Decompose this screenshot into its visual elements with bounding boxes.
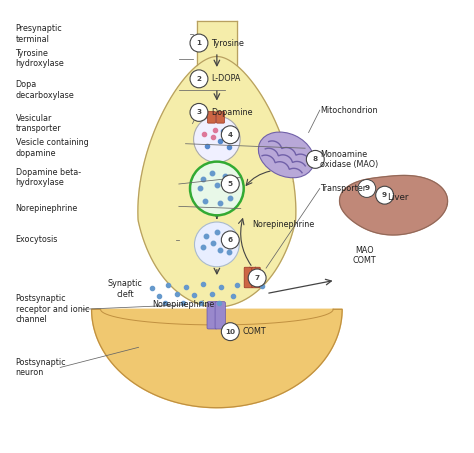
Text: Dopamine beta-
hydroxylase: Dopamine beta- hydroxylase xyxy=(16,168,81,187)
Circle shape xyxy=(248,269,266,287)
Circle shape xyxy=(221,231,239,249)
Text: Vesicle containing
dopamine: Vesicle containing dopamine xyxy=(16,139,88,158)
Text: Tyrosine: Tyrosine xyxy=(211,39,244,48)
Text: Norepinephrine: Norepinephrine xyxy=(16,204,78,213)
FancyBboxPatch shape xyxy=(244,267,253,288)
Text: Transporter: Transporter xyxy=(320,184,366,193)
Circle shape xyxy=(190,70,208,88)
Circle shape xyxy=(193,116,240,163)
Polygon shape xyxy=(197,21,237,65)
Circle shape xyxy=(306,150,324,169)
Circle shape xyxy=(221,126,239,144)
Text: 8: 8 xyxy=(313,156,318,162)
Circle shape xyxy=(358,179,376,198)
Text: Norepinephrine: Norepinephrine xyxy=(253,220,315,229)
Text: Norepinephrine: Norepinephrine xyxy=(152,300,214,309)
Text: 3: 3 xyxy=(196,110,201,116)
Circle shape xyxy=(190,103,208,121)
Text: 1: 1 xyxy=(196,40,201,46)
Text: Monoamine
oxidase (MAO): Monoamine oxidase (MAO) xyxy=(320,149,378,169)
Text: Postsynaptic
neuron: Postsynaptic neuron xyxy=(16,358,66,377)
Text: 10: 10 xyxy=(225,328,235,335)
Polygon shape xyxy=(138,57,296,307)
Text: L-DOPA: L-DOPA xyxy=(211,74,240,83)
Ellipse shape xyxy=(258,132,314,178)
Text: Exocytosis: Exocytosis xyxy=(16,236,58,245)
Text: Postsynaptic
receptor and ionic
channel: Postsynaptic receptor and ionic channel xyxy=(16,294,89,324)
FancyBboxPatch shape xyxy=(217,111,225,123)
Text: COMT: COMT xyxy=(242,327,266,336)
FancyBboxPatch shape xyxy=(215,302,225,329)
Circle shape xyxy=(190,162,244,215)
Text: Dopa
decarboxylase: Dopa decarboxylase xyxy=(16,80,74,100)
Text: Liver: Liver xyxy=(387,193,409,202)
Polygon shape xyxy=(339,175,447,235)
Text: 9: 9 xyxy=(382,192,387,198)
Circle shape xyxy=(221,175,239,193)
FancyBboxPatch shape xyxy=(208,111,216,123)
FancyBboxPatch shape xyxy=(207,302,217,329)
Text: Mitochondrion: Mitochondrion xyxy=(320,106,377,115)
Text: 2: 2 xyxy=(196,76,201,82)
Text: 5: 5 xyxy=(228,181,233,187)
Text: 7: 7 xyxy=(255,275,260,281)
FancyBboxPatch shape xyxy=(252,267,260,288)
Circle shape xyxy=(376,186,393,204)
Text: Vesicular
transporter: Vesicular transporter xyxy=(16,114,61,133)
Text: Synaptic
cleft: Synaptic cleft xyxy=(108,280,143,299)
Text: 6: 6 xyxy=(228,237,233,243)
Text: 4: 4 xyxy=(228,132,233,138)
Polygon shape xyxy=(91,309,342,408)
Text: 9: 9 xyxy=(364,185,369,192)
Text: Dopamine: Dopamine xyxy=(211,108,253,117)
Text: Tyrosine
hydroxylase: Tyrosine hydroxylase xyxy=(16,49,64,68)
Circle shape xyxy=(221,323,239,341)
Circle shape xyxy=(190,34,208,52)
Text: MAO
COMT: MAO COMT xyxy=(353,246,376,265)
Circle shape xyxy=(194,222,239,267)
Text: Presynaptic
terminal: Presynaptic terminal xyxy=(16,24,62,44)
